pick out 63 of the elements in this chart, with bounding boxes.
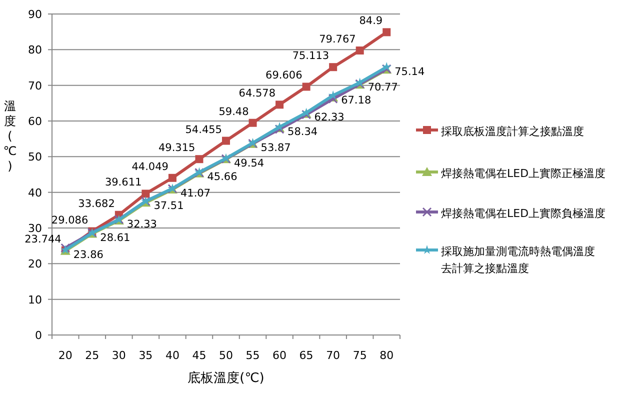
data-label: 54.455 (185, 124, 222, 136)
point (328, 94, 338, 104)
y-tick-label: 30 (28, 222, 42, 235)
point (356, 46, 364, 54)
x-tick-label: 30 (112, 349, 126, 362)
point (276, 100, 284, 109)
data-label: 49.315 (158, 142, 196, 154)
data-label: 75.14 (394, 66, 425, 78)
x-tick-label: 60 (272, 349, 287, 362)
data-label: 23.86 (73, 248, 104, 261)
data-label: 39.611 (104, 176, 142, 189)
point (195, 155, 204, 164)
x-tick-label: 35 (138, 349, 153, 362)
data-label: 58.34 (288, 126, 318, 138)
data-label: 75.113 (292, 50, 330, 62)
y-tick-label: 80 (28, 44, 42, 57)
x-tick-label: 40 (165, 349, 180, 362)
y-tick-label: 90 (28, 8, 42, 21)
data-label: 23.744 (24, 233, 62, 246)
x-axis-title: 底板溫度(℃) (188, 370, 264, 386)
point (329, 63, 338, 72)
y-tick-label: 0 (35, 329, 42, 342)
data-label: 67.18 (341, 94, 372, 106)
y-axis-title: 溫度(℃) (3, 99, 17, 173)
data-label: 62.33 (314, 112, 344, 124)
y-tick-label: 60 (28, 115, 42, 128)
x-tick-label: 80 (380, 349, 394, 362)
point (168, 174, 176, 182)
y-tick-label: 40 (28, 186, 42, 200)
data-label: 32.33 (126, 218, 157, 231)
x-tick-label: 45 (192, 349, 206, 362)
data-label: 64.578 (238, 88, 276, 100)
point (222, 136, 230, 145)
data-label: 79.767 (319, 34, 356, 46)
x-tick-label: 25 (85, 349, 100, 362)
data-label: 70.77 (368, 82, 398, 94)
data-label: 44.049 (132, 160, 168, 173)
x-tick-label: 75 (352, 349, 367, 362)
y-tick-label: 20 (28, 258, 42, 271)
x-tick-label: 50 (219, 349, 233, 362)
data-label: 53.87 (260, 142, 291, 154)
y-tick-label: 50 (28, 150, 42, 164)
x-tick-label: 70 (326, 349, 340, 362)
point (382, 62, 392, 72)
data-label: 59.48 (218, 106, 249, 118)
data-label: 84.9 (359, 15, 383, 28)
point (142, 190, 150, 198)
point (248, 118, 257, 127)
data-label: 41.07 (180, 188, 211, 200)
y-tick-label: 70 (28, 79, 42, 92)
data-label: 28.61 (100, 232, 130, 244)
data-label: 69.606 (266, 70, 303, 82)
y-tick-label: 10 (28, 293, 42, 306)
data-label: 33.682 (78, 198, 115, 210)
x-tick-label: 65 (299, 349, 314, 362)
data-label: 37.51 (154, 200, 184, 212)
x-tick-label: 55 (246, 349, 260, 362)
data-label: 45.66 (207, 171, 238, 184)
x-tick-label: 20 (58, 349, 72, 362)
point (302, 82, 310, 91)
data-label: 29.086 (51, 214, 88, 226)
data-label: 49.54 (234, 157, 264, 170)
point (382, 28, 391, 36)
